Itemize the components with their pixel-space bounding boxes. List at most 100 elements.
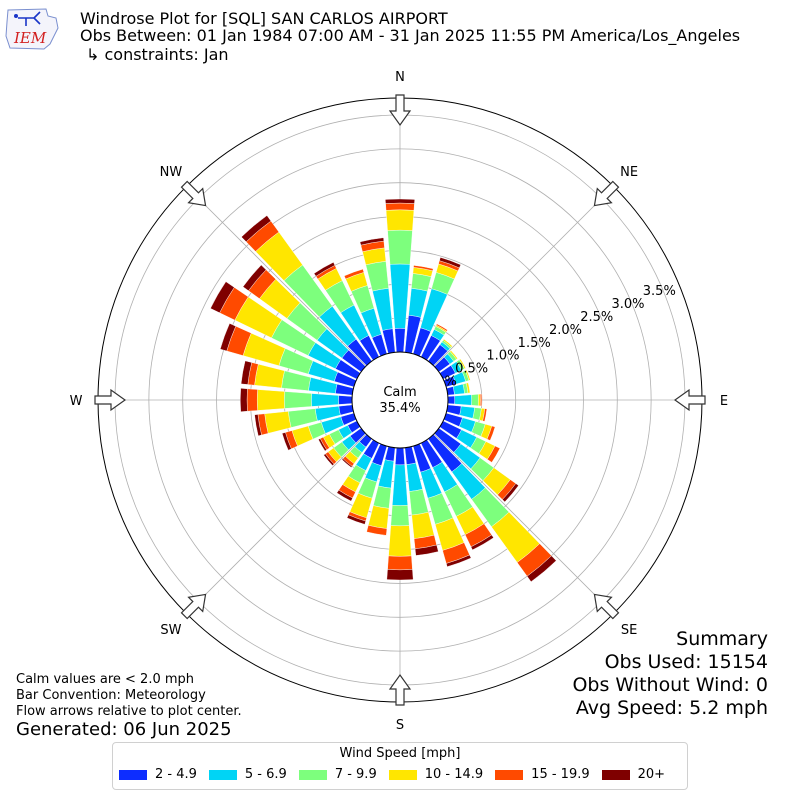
- legend-item: 10 - 14.9: [388, 767, 484, 782]
- flow-arrow-icon: [180, 180, 207, 207]
- wind-bar-segment: [478, 393, 481, 407]
- grid-spoke: [186, 186, 401, 401]
- wind-bar-segment: [486, 425, 496, 441]
- calm-value: 35.4%: [379, 401, 420, 416]
- flow-arrow-icon: [388, 673, 412, 706]
- wind-bar-segment: [323, 453, 335, 466]
- wind-bar-segment: [219, 323, 237, 352]
- direction-label: N: [395, 70, 405, 85]
- wind-bars: [210, 198, 557, 582]
- wind-bar-segment: [387, 229, 413, 265]
- wind-bar-segment: [442, 338, 453, 348]
- wind-bar-segment: [386, 569, 414, 581]
- legend-label: 7 - 9.9: [334, 767, 377, 782]
- wind-bar-segment: [240, 360, 252, 385]
- radial-tick-label: 3.0%: [612, 297, 645, 312]
- chart-title: Windrose Plot for [SQL] SAN CARLOS AIRPO…: [80, 9, 448, 28]
- wind-bar-segment: [459, 406, 475, 419]
- legend-item: 5 - 6.9: [208, 767, 287, 782]
- wind-bar-segment: [446, 404, 462, 416]
- legend-swatch: [601, 769, 630, 780]
- wind-bar-segment: [454, 394, 472, 406]
- wind-bar-segment: [336, 489, 353, 502]
- radial-tick-label: 2.0%: [549, 323, 582, 338]
- wind-bar-segment: [388, 525, 412, 557]
- legend-title: Wind Speed [mph]: [339, 746, 461, 761]
- legend-item: 7 - 9.9: [298, 767, 377, 782]
- wind-bar-segment: [459, 358, 467, 370]
- wind-bar-segment: [502, 483, 519, 503]
- legend-label: 15 - 19.9: [531, 767, 590, 782]
- wind-bar-segment: [359, 237, 385, 246]
- legend-item: 2 - 4.9: [119, 767, 197, 782]
- direction-label: NW: [160, 165, 183, 180]
- wind-bar-segment: [313, 262, 336, 277]
- wind-bar-segment: [246, 388, 258, 412]
- summary-obs-without-wind: Obs Without Wind: 0: [572, 674, 768, 696]
- wind-bar-segment: [385, 202, 415, 211]
- flow-arrow-icon: [593, 180, 620, 207]
- wind-bar-segment: [471, 394, 479, 406]
- wind-bar-segment: [241, 215, 272, 243]
- radial-tick-labels: 0.0%0.5%1.0%1.5%2.0%2.5%3.0%3.5%: [424, 284, 676, 390]
- wind-bar-segment: [368, 505, 390, 529]
- flow-arrow-icon: [673, 388, 706, 412]
- wind-bar-segment: [482, 408, 488, 422]
- wind-bar-segment: [439, 257, 462, 269]
- wind-bar-segment: [385, 198, 415, 204]
- direction-label: SW: [160, 623, 181, 638]
- legend-items: 2 - 4.9 5 - 6.9 7 - 9.9 10 - 14.9 15 - 19.9 2…: [119, 767, 665, 782]
- direction-label: W: [70, 394, 83, 409]
- wind-bar-segment: [470, 534, 494, 551]
- wind-bar-segment: [413, 265, 434, 271]
- calm-circle: [351, 351, 449, 449]
- radial-tick-label: 0.5%: [455, 362, 488, 377]
- radial-tick-label: 2.5%: [580, 310, 613, 325]
- legend-label: 2 - 4.9: [155, 767, 197, 782]
- legend-label: 10 - 14.9: [424, 767, 484, 782]
- calm-label: Calm: [383, 385, 416, 400]
- wind-bar-segment: [387, 555, 413, 571]
- wind-bar-segment: [526, 555, 557, 582]
- wind-bar-segment: [390, 505, 410, 527]
- legend-swatch: [298, 769, 327, 780]
- wind-bar-segment: [435, 323, 448, 332]
- wind-bar-segment: [240, 388, 248, 412]
- iem-logo: IEM: [5, 8, 59, 50]
- wind-bar-segment: [449, 350, 458, 360]
- flow-arrows: [94, 94, 706, 706]
- wind-bar-segment: [414, 544, 439, 556]
- wind-bar-segment: [480, 393, 483, 407]
- summary-obs-used: Obs Used: 15154: [604, 651, 768, 673]
- wind-bar-segment: [343, 268, 365, 280]
- wind-bar-segment: [311, 393, 339, 407]
- generated-date: Generated: 06 Jun 2025: [16, 719, 232, 740]
- grid-spoke: [186, 399, 401, 614]
- legend-item: 20+: [601, 767, 665, 782]
- wind-bar-segment: [365, 261, 389, 292]
- wind-bar-segment: [465, 382, 471, 394]
- grid-spoke: [399, 186, 614, 401]
- wind-bar-segment: [385, 209, 415, 231]
- legend-swatch: [119, 769, 147, 780]
- wind-bar-segment: [338, 395, 353, 405]
- wind-bar-segment: [254, 414, 262, 437]
- wind-bar-segment: [256, 389, 285, 411]
- wind-bar-segment: [318, 438, 327, 452]
- wind-bar-segment: [384, 446, 396, 462]
- chart-constraints: ↳ constraints: Jan: [86, 45, 229, 64]
- legend-swatch: [495, 769, 524, 780]
- wind-bar-segment: [392, 464, 408, 506]
- wind-bar-segment: [284, 391, 312, 409]
- flow-arrow-icon: [388, 94, 412, 127]
- wind-bar-segment: [447, 395, 455, 405]
- flow-arrow-icon: [593, 593, 620, 620]
- flow-arrow-icon: [180, 593, 207, 620]
- legend-swatch: [388, 769, 417, 780]
- wind-bar-segment: [487, 445, 501, 463]
- wind-bar-segment: [346, 514, 366, 525]
- wind-bar-segment: [341, 458, 353, 468]
- direction-label: S: [396, 718, 404, 733]
- wind-bar-segment: [373, 485, 392, 509]
